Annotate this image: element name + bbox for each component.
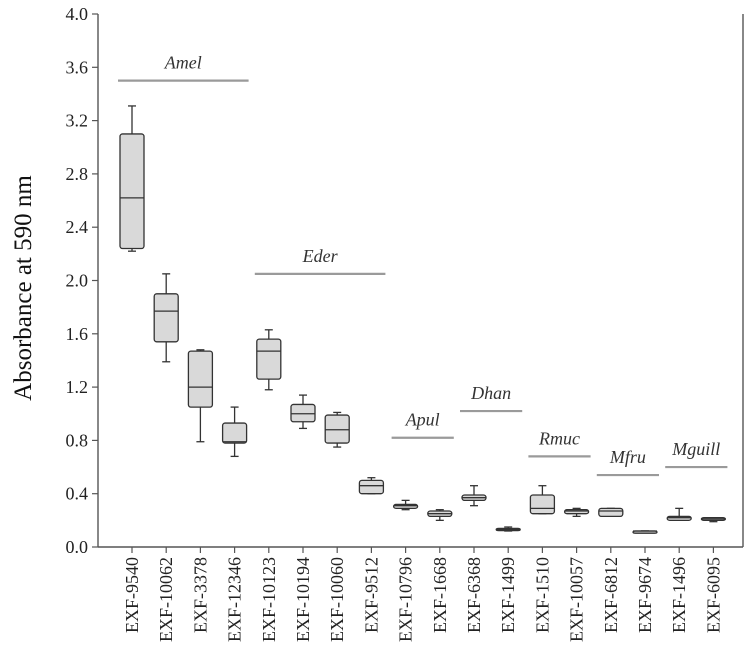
box-iqr [221,422,248,444]
x-tick-label: EXF-10057 [567,557,587,642]
box-iqr [187,350,214,408]
box-iqr [529,494,556,515]
box-exf-10194 [290,394,316,430]
x-axis-labels: EXF-9540 EXF-10062 EXF-3378 EXF-12346 EXF-10… [122,547,723,642]
box-exf-1499 [495,526,521,532]
box-iqr [153,293,179,343]
box-exf-10123 [256,329,282,391]
y-tick-label: 3.6 [66,57,89,77]
group-label: Mguill [671,439,720,459]
box-exf-6095 [700,517,727,523]
group-label: Rmuc [538,428,580,448]
x-tick-label: EXF-1510 [532,557,552,633]
x-tick-label: EXF-9512 [361,557,381,633]
x-tick-label: EXF-1496 [669,557,689,633]
y-tick-label: 2.8 [66,164,89,184]
x-tick-label: EXF-6368 [464,557,484,633]
box-iqr [290,403,316,423]
y-axis-ticks: 0.0 0.4 0.8 1.2 1.6 2.0 2.4 2.8 3.2 3.6 4.0 [66,4,98,557]
x-tick-label: EXF-12346 [225,557,245,642]
box-exf-1510 [529,485,556,515]
box-iqr [563,509,590,515]
box-exf-10060 [324,411,350,448]
y-tick-label: 2.4 [66,217,89,237]
x-tick-label: EXF-10123 [259,557,279,642]
box-exf-10062 [153,273,179,363]
box-iqr [256,338,282,380]
box-iqr [324,414,350,444]
x-tick-label: EXF-1499 [498,557,518,633]
box-exf-9674 [632,530,658,534]
group-label: Eder [302,246,339,266]
y-tick-label: 1.2 [66,377,89,397]
x-tick-label: EXF-6095 [703,557,723,633]
box-exf-10796 [392,499,419,511]
x-tick-label: EXF-10796 [396,557,416,642]
box-iqr [119,133,145,250]
box-exf-3378 [187,349,214,443]
box-iqr [392,503,419,510]
box-exf-12346 [221,406,248,458]
box-exf-6812 [598,507,624,518]
box-exf-10057 [563,507,590,518]
box-exf-6368 [461,485,487,507]
y-tick-label: 0.0 [66,537,89,557]
box-iqr [598,507,624,518]
box-iqr [358,479,385,495]
x-tick-label: EXF-10062 [156,557,176,642]
box-exf-9512 [358,477,385,495]
y-tick-label: 0.4 [66,484,89,504]
x-tick-label: EXF-3378 [190,557,210,633]
group-label: Mfru [609,447,646,467]
box-exf-9540 [119,105,145,252]
x-tick-label: EXF-9674 [635,557,655,633]
group-annotations: Amel Eder Apul Dhan Rmuc Mfru Mguill [118,53,728,477]
x-tick-label: EXF-10194 [293,557,313,642]
box-series [119,105,727,534]
y-tick-label: 1.6 [66,324,89,344]
y-tick-label: 4.0 [66,4,89,24]
group-label: Dhan [470,383,511,403]
x-tick-label: EXF-9540 [122,557,142,633]
y-axis-title: Absorbance at 590 nm [10,175,37,401]
y-tick-label: 3.2 [66,111,89,131]
group-label: Amel [164,53,202,73]
box-iqr [666,515,692,521]
box-exf-1496 [666,507,692,521]
x-tick-label: EXF-6812 [601,557,621,633]
y-tick-label: 2.0 [66,271,89,291]
y-tick-label: 0.8 [66,430,89,450]
x-tick-label: EXF-1668 [430,557,450,633]
box-exf-1668 [427,509,453,521]
x-tick-label: EXF-10060 [327,557,347,642]
group-label: Apul [405,410,440,430]
